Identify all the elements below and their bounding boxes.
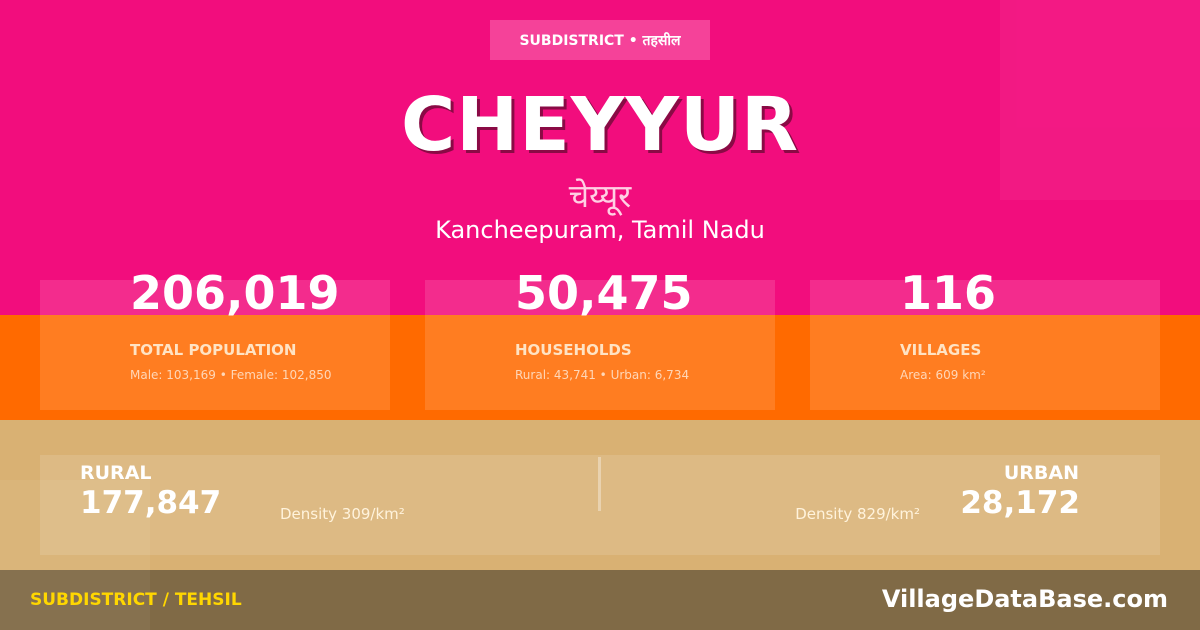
decorative-square xyxy=(0,480,150,630)
stat-detail: Male: 103,169 • Female: 102,850 xyxy=(130,368,332,382)
footer-category: SUBDISTRICT / TEHSIL xyxy=(30,590,242,610)
location: Kancheepuram, Tamil Nadu xyxy=(435,216,765,244)
stat-card-households: 50,475 HOUSEHOLDS Rural: 43,741 • Urban:… xyxy=(425,266,775,410)
stat-card-population: 206,019 TOTAL POPULATION Male: 103,169 •… xyxy=(40,266,390,410)
stat-detail: Area: 609 km² xyxy=(900,368,986,382)
stat-label: TOTAL POPULATION xyxy=(130,341,297,359)
page-title: CHEYYUR xyxy=(400,82,800,168)
hindi-title: चेय्यूर xyxy=(568,177,632,215)
stat-value: 116 xyxy=(900,266,997,320)
urban-density: Density 829/km² xyxy=(795,505,920,523)
footer-band xyxy=(0,570,1200,630)
brand-link[interactable]: VillageDataBase.com xyxy=(881,585,1168,613)
rural-density: Density 309/km² xyxy=(280,505,405,523)
divider xyxy=(598,457,601,511)
urban-value: 28,172 xyxy=(960,485,1080,521)
stat-value: 50,475 xyxy=(515,266,693,320)
stat-label: HOUSEHOLDS xyxy=(515,341,632,359)
decorative-square xyxy=(1000,0,1200,200)
stat-label: VILLAGES xyxy=(900,341,982,359)
rural-label: RURAL xyxy=(80,462,152,484)
header-band xyxy=(0,0,1200,315)
urban-label: URBAN xyxy=(1003,462,1079,484)
stat-value: 206,019 xyxy=(130,266,340,320)
stat-detail: Rural: 43,741 • Urban: 6,734 xyxy=(515,368,690,382)
rural-urban-band xyxy=(0,420,1200,570)
rural-urban-panel xyxy=(40,455,1160,555)
rural-value: 177,847 xyxy=(80,485,222,521)
stats-band xyxy=(0,315,1200,420)
type-badge: SUBDISTRICT • तहसील xyxy=(490,20,710,60)
stat-card-villages: 116 VILLAGES Area: 609 km² xyxy=(810,266,1160,410)
